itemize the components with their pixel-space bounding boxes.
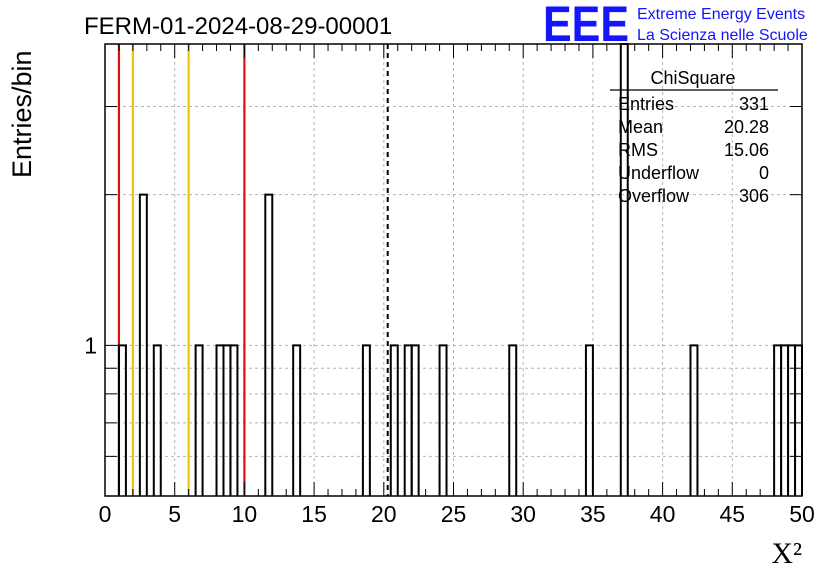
chart-title: FERM-01-2024-08-29-00001 xyxy=(84,13,392,40)
histogram-bar xyxy=(389,344,399,496)
histogram-bar xyxy=(264,193,274,496)
histogram-bar xyxy=(361,344,371,496)
x-tick-label: 20 xyxy=(371,501,397,527)
eee-logo-line2: La Scienza nelle Scuole xyxy=(637,27,808,44)
histogram-bar xyxy=(138,193,148,496)
stats-row-value: 306 xyxy=(739,186,769,206)
x-tick-label: 30 xyxy=(510,501,536,527)
histogram-bar xyxy=(584,344,594,496)
x-tick-label: 5 xyxy=(168,501,181,527)
x-tick-label: 45 xyxy=(720,501,746,527)
histogram-bar xyxy=(410,344,420,496)
stats-row-value: 331 xyxy=(739,94,769,114)
histogram-bar xyxy=(229,344,239,496)
x-tick-label: 15 xyxy=(301,501,327,527)
stats-row-label: Overflow xyxy=(618,186,690,206)
stats-rows: Entries 331 Mean 20.28 RMS 15.06 Underflow 0 Ove… xyxy=(618,94,769,206)
stats-row-label: RMS xyxy=(618,140,658,160)
stats-row-value: 15.06 xyxy=(724,140,769,160)
x-tick-label: 40 xyxy=(650,501,676,527)
histogram-bar xyxy=(438,344,448,496)
y-axis-label: Entries/bin xyxy=(7,50,37,178)
stats-row-label: Underflow xyxy=(618,163,700,183)
stats-row-value: 0 xyxy=(759,163,769,183)
stats-box-name: ChiSquare xyxy=(650,68,735,88)
x-axis-label: X² xyxy=(771,537,802,570)
x-tick-label: 0 xyxy=(99,501,112,527)
eee-logo-line1: Extreme Energy Events xyxy=(637,6,805,23)
stats-row-label: Mean xyxy=(618,117,663,137)
x-tick-label: 35 xyxy=(580,501,606,527)
eee-logo: EEE Extreme Energy Events La Scienza nel… xyxy=(543,0,808,52)
x-tick-labels: 0 5 10 15 20 25 30 35 40 45 50 xyxy=(99,501,815,527)
x-tick-label: 50 xyxy=(789,501,815,527)
histogram-bar xyxy=(508,344,518,496)
histogram-bar xyxy=(194,344,204,496)
axes xyxy=(104,43,803,497)
x-tick-label: 10 xyxy=(232,501,258,527)
histogram-bars xyxy=(117,43,803,496)
histogram-bar xyxy=(689,344,699,496)
stats-row-value: 20.28 xyxy=(724,117,769,137)
histogram-bar xyxy=(152,344,162,496)
stats-box: ChiSquare Entries 331 Mean 20.28 RMS 15.06 Und… xyxy=(610,68,778,206)
stats-row-label: Entries xyxy=(618,94,674,114)
y-tick-labels: 1 xyxy=(84,332,97,358)
x-tick-label: 25 xyxy=(441,501,467,527)
y-tick-label: 1 xyxy=(84,332,97,358)
histogram-bar xyxy=(292,344,302,496)
reference-lines xyxy=(117,44,389,496)
